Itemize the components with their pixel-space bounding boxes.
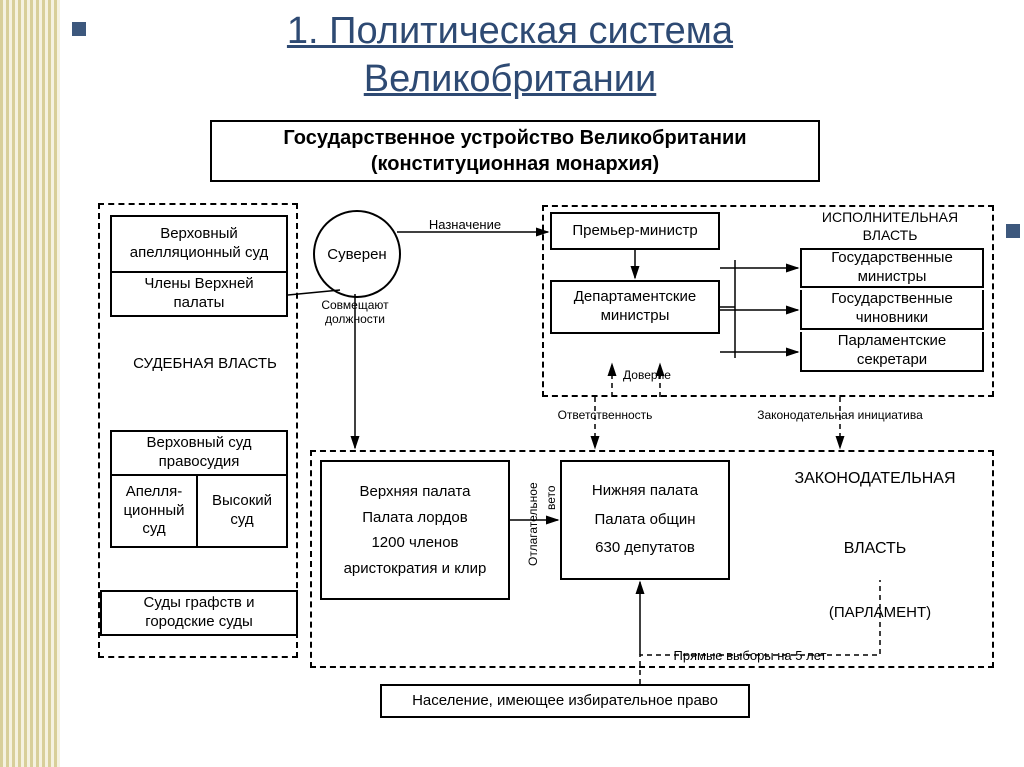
suspensive-text: Отлагательное [526, 482, 540, 566]
veto-label: вето [544, 468, 558, 528]
legislative-label-2: ВЛАСТЬ [805, 540, 945, 558]
pm-box: Премьер-министр [550, 212, 720, 250]
trust-label: Доверие [612, 368, 682, 382]
sovereign-label: Суверен [327, 246, 386, 263]
supreme-appellate-label: Верховный апелляционный суд [118, 225, 280, 263]
upper-members-box: Члены Верхней палаты [110, 273, 288, 317]
parl-secretaries-label: Парламентские секретари [808, 332, 976, 370]
lower-chamber-box: Нижняя палата Палата общин 630 депутатов [560, 460, 730, 580]
responsibility-text: Ответственность [558, 408, 653, 422]
slide: 1. Политическая система Великобритании Г… [0, 0, 1024, 767]
combine-posts-text: Совмещают должности [321, 298, 388, 326]
parl-secretaries-box: Парламентские секретари [800, 332, 984, 372]
upper-chamber-label: Верхняя палата Палата лордов 1200 членов… [344, 479, 487, 581]
dept-ministers-box: Департаментские министры [550, 280, 720, 334]
leg-initiative-text: Законодательная инициатива [757, 408, 923, 422]
appellate-court-label: Апелля- ционный суд [123, 483, 184, 539]
legislative-label-2-text: ВЛАСТЬ [844, 540, 907, 557]
trust-text: Доверие [623, 368, 671, 382]
parliament-label: (ПАРЛАМЕНТ) [810, 604, 950, 621]
suspensive-label: Отлагательное [526, 464, 540, 584]
responsibility-label: Ответственность [545, 408, 665, 422]
state-officials-label: Государственные чиновники [808, 290, 976, 328]
high-court-box: Высокий суд [198, 476, 288, 548]
county-courts-label: Суды графств и городские суды [108, 594, 290, 632]
executive-label: ИСПОЛНИТЕЛЬНАЯ ВЛАСТЬ [800, 208, 980, 244]
legislative-label-1-text: ЗАКОНОДАТЕЛЬНАЯ [794, 470, 955, 487]
judicial-label: СУДЕБНАЯ ВЛАСТЬ [120, 355, 290, 372]
leg-initiative-label: Законодательная инициатива [740, 408, 940, 422]
header-line2: (конституционная монархия) [371, 151, 659, 177]
appointment-text: Назначение [429, 217, 501, 232]
direct-elections-text: Прямые выборы на 5 лет [674, 648, 827, 663]
parliament-label-text: (ПАРЛАМЕНТ) [829, 604, 931, 621]
supreme-justice-label: Верховный суд правосудия [118, 434, 280, 472]
county-courts-box: Суды графств и городские суды [100, 590, 298, 636]
executive-label-text: ИСПОЛНИТЕЛЬНАЯ ВЛАСТЬ [822, 209, 958, 243]
upper-members-label: Члены Верхней палаты [118, 275, 280, 313]
supreme-appellate-box: Верховный апелляционный суд [110, 215, 288, 273]
appellate-court-box: Апелля- ционный суд [110, 476, 198, 548]
direct-elections-label: Прямые выборы на 5 лет [660, 648, 840, 663]
slide-title: 1. Политическая система Великобритании [190, 8, 830, 103]
decorative-stripes [0, 0, 60, 767]
appointment-label: Назначение [420, 217, 510, 232]
state-officials-box: Государственные чиновники [800, 290, 984, 330]
dept-ministers-label: Департаментские министры [558, 288, 712, 326]
high-court-label: Высокий суд [204, 492, 280, 530]
state-ministers-label: Государственные министры [808, 249, 976, 287]
combine-posts-label: Совмещают должности [300, 298, 410, 327]
population-label: Население, имеющее избирательное право [412, 692, 718, 711]
judicial-label-text: СУДЕБНАЯ ВЛАСТЬ [133, 355, 277, 372]
state-ministers-box: Государственные министры [800, 248, 984, 288]
accent-square-right [1006, 224, 1020, 238]
pm-label: Премьер-министр [572, 222, 697, 241]
header-line1: Государственное устройство Великобритани… [283, 125, 746, 151]
sovereign-node: Суверен [313, 210, 401, 298]
upper-chamber-box: Верхняя палата Палата лордов 1200 членов… [320, 460, 510, 600]
accent-square-top [72, 22, 86, 36]
lower-chamber-label: Нижняя палата Палата общин 630 депутатов [592, 477, 698, 563]
veto-text: вето [544, 486, 558, 511]
header-box: Государственное устройство Великобритани… [210, 120, 820, 182]
legislative-label-1: ЗАКОНОДАТЕЛЬНАЯ [770, 470, 980, 488]
population-box: Население, имеющее избирательное право [380, 684, 750, 718]
supreme-justice-box: Верховный суд правосудия [110, 430, 288, 476]
